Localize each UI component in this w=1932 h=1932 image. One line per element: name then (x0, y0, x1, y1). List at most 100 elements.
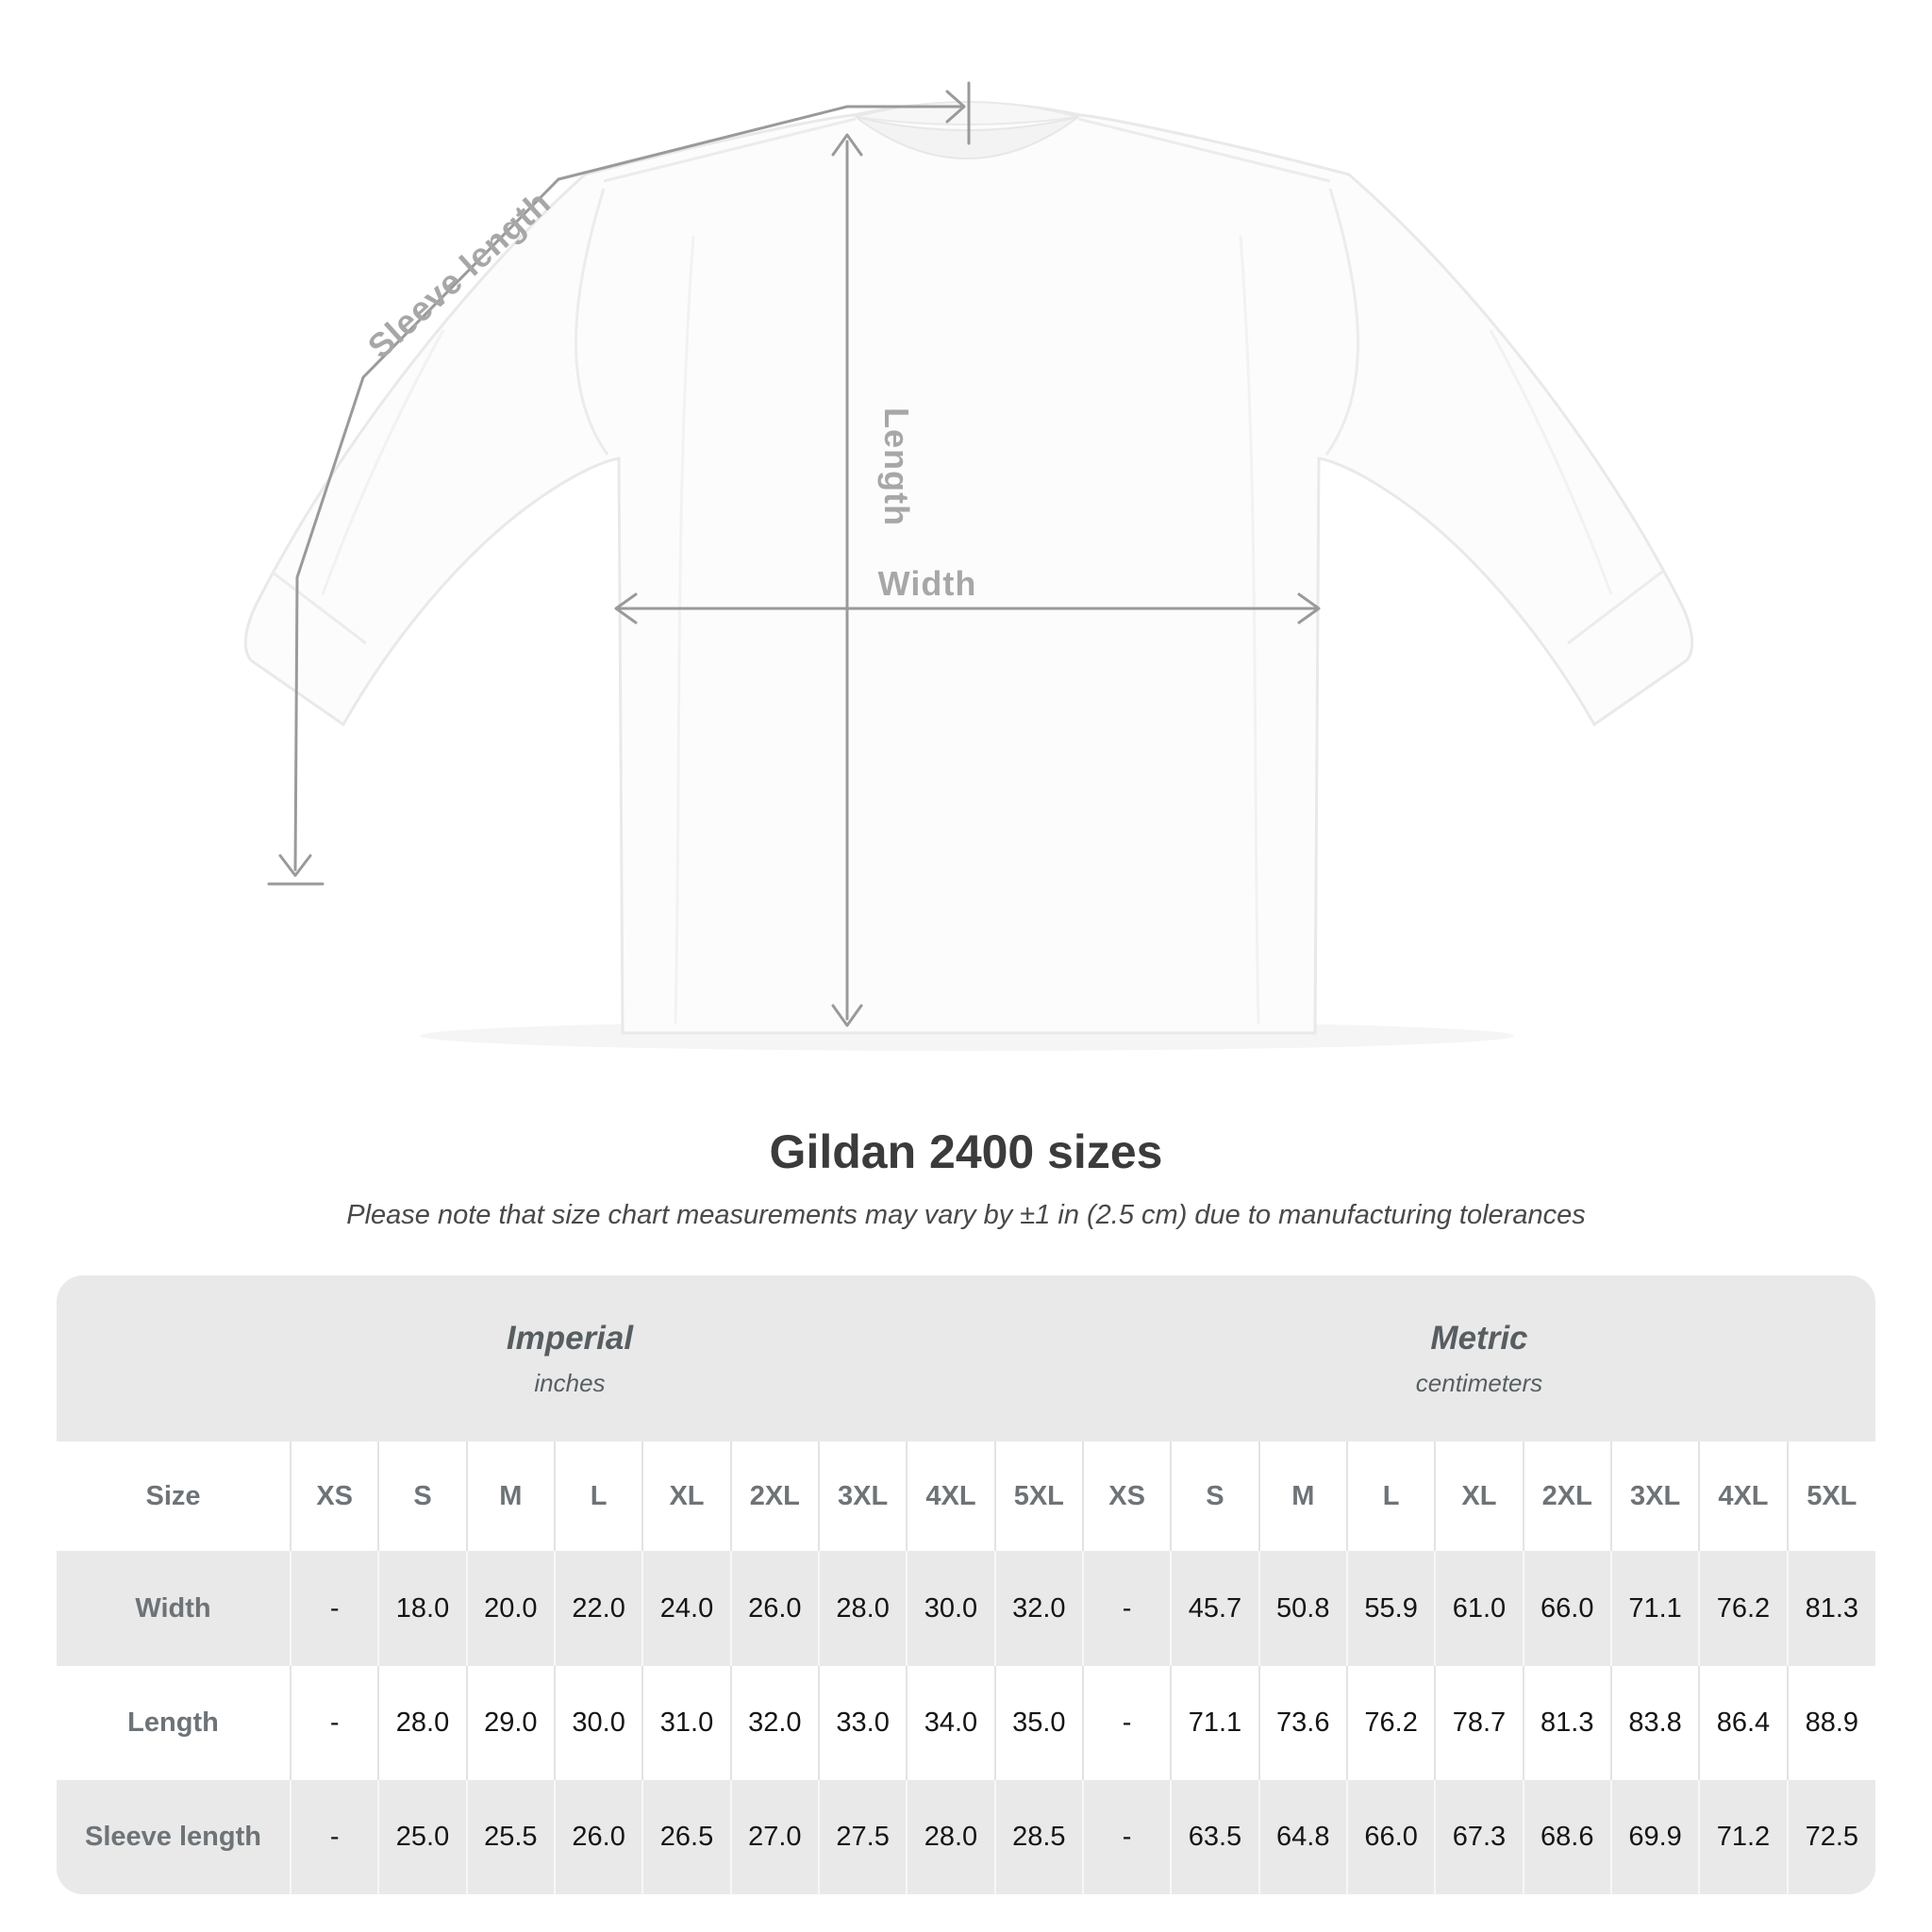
column-header: S (1170, 1441, 1259, 1552)
table-cell: 73.6 (1257, 1665, 1347, 1780)
column-header: 5XL (1786, 1441, 1875, 1552)
table-cell: 33.0 (817, 1665, 908, 1780)
table-cell: 30.0 (906, 1551, 995, 1666)
column-header: 3XL (1609, 1441, 1700, 1552)
cuff-seam-right (1567, 570, 1663, 645)
row-label: Length (127, 1707, 219, 1738)
table-cell: 71.1 (1609, 1551, 1700, 1666)
table-cell: 81.3 (1786, 1551, 1875, 1666)
table-cell: 68.6 (1522, 1779, 1611, 1894)
size-note: Please note that size chart measurements… (346, 1200, 1586, 1230)
table-cell: 30.0 (553, 1665, 643, 1780)
table-cell: 76.2 (1698, 1551, 1788, 1666)
column-header-size: Size (145, 1480, 201, 1511)
shirt-diagram: Sleeve length Length Width (243, 81, 1694, 1035)
column-header: 2XL (1522, 1441, 1611, 1552)
width-arrow-left (614, 592, 638, 625)
table-cell: 81.3 (1522, 1665, 1611, 1780)
column-header: 4XL (1698, 1441, 1788, 1552)
table-cell: 66.0 (1522, 1551, 1611, 1666)
table-cell: 63.5 (1170, 1779, 1259, 1894)
table-cell: - (289, 1665, 379, 1780)
metric-label: Metric (1430, 1319, 1528, 1357)
page-title: Gildan 2400 sizes (769, 1125, 1163, 1178)
table-cell: 78.7 (1434, 1665, 1524, 1780)
table-cell: 83.8 (1609, 1665, 1700, 1780)
column-header: L (1345, 1441, 1436, 1552)
table-cell: 32.0 (993, 1551, 1083, 1666)
size-table: Imperial inches Metric centimeters Size … (57, 1275, 1875, 1894)
table-cell: 27.5 (817, 1779, 908, 1894)
crease (1239, 235, 1260, 1024)
width-line (614, 592, 1321, 625)
table-cell: 50.8 (1257, 1551, 1347, 1666)
sleeve-length-arrow-right (945, 90, 966, 124)
table-cell: 26.0 (729, 1551, 819, 1666)
table-cell: 72.5 (1786, 1779, 1875, 1894)
table-cell: 25.5 (465, 1779, 555, 1894)
column-header: M (1257, 1441, 1347, 1552)
imperial-label: Imperial (506, 1319, 634, 1357)
table-cell: 67.3 (1434, 1779, 1524, 1894)
table-cell: 45.7 (1170, 1551, 1259, 1666)
crease (674, 235, 695, 1024)
unit-header-row: Imperial inches Metric centimeters (57, 1275, 1875, 1441)
width-arrow-right (1297, 592, 1321, 625)
column-header: XS (289, 1441, 379, 1552)
crease (1489, 329, 1613, 595)
metric-unit: centimeters (1415, 1368, 1543, 1397)
sleeve-seam-right (1324, 188, 1359, 456)
table-cell: 55.9 (1345, 1551, 1436, 1666)
table-cell: 26.0 (553, 1779, 643, 1894)
table-cell: 35.0 (993, 1665, 1083, 1780)
table-cell: 29.0 (465, 1665, 555, 1780)
row-label: Sleeve length (85, 1821, 261, 1852)
sleeve-length-arrow-down (278, 854, 312, 877)
table-cell: 32.0 (729, 1665, 819, 1780)
collar-band (855, 116, 1079, 159)
size-table-container: Imperial inches Metric centimeters Size … (57, 1275, 1875, 1894)
table-cell: 20.0 (465, 1551, 555, 1666)
table-cell: 71.2 (1698, 1779, 1788, 1894)
table-cell: 18.0 (377, 1551, 467, 1666)
imperial-unit: inches (534, 1368, 606, 1397)
sleeve-length-line (267, 81, 971, 886)
table-cell: - (289, 1551, 379, 1666)
width-label: Width (878, 564, 977, 603)
table-cell: 26.5 (641, 1779, 731, 1894)
column-header: M (465, 1441, 555, 1552)
length-line (831, 133, 863, 1027)
shirt-diagram-svg: Sleeve length Length Width (243, 81, 1694, 1035)
table-cell: 71.1 (1170, 1665, 1259, 1780)
table-cell: - (289, 1779, 379, 1894)
imperial-header: Imperial inches (57, 1275, 1083, 1441)
table-cell: 28.5 (993, 1779, 1083, 1894)
table-cell: 28.0 (377, 1665, 467, 1780)
row-label: Width (135, 1592, 211, 1624)
table-cell: 34.0 (906, 1665, 995, 1780)
column-header: 2XL (729, 1441, 819, 1552)
table-row-length: Length - 28.0 29.0 30.0 31.0 32.0 33.0 3… (57, 1665, 1875, 1780)
table-cell: 25.0 (377, 1779, 467, 1894)
table-cell: 88.9 (1786, 1665, 1875, 1780)
table-row-sleeve-length: Sleeve length - 25.0 25.5 26.0 26.5 27.0… (57, 1779, 1875, 1894)
length-arrow-down (831, 1004, 863, 1027)
table-cell: 86.4 (1698, 1665, 1788, 1780)
shoulder-seam-right (1077, 117, 1331, 183)
column-header: L (553, 1441, 643, 1552)
size-header-row: Size XS S M L XL 2XL 3XL 4XL 5XL XS S M … (57, 1441, 1875, 1552)
column-header: XL (641, 1441, 731, 1552)
table-cell: 28.0 (817, 1551, 908, 1666)
column-header: XL (1434, 1441, 1524, 1552)
column-header: XS (1081, 1441, 1172, 1552)
length-label: Length (877, 408, 916, 526)
table-cell: 24.0 (641, 1551, 731, 1666)
table-cell: 61.0 (1434, 1551, 1524, 1666)
shoulder-seam-left (603, 117, 857, 183)
length-arrow-up (831, 133, 863, 157)
table-cell: 66.0 (1345, 1779, 1436, 1894)
table-cell: 22.0 (553, 1551, 643, 1666)
crease (321, 329, 445, 595)
metric-header: Metric centimeters (1083, 1275, 1875, 1441)
table-cell: 27.0 (729, 1779, 819, 1894)
